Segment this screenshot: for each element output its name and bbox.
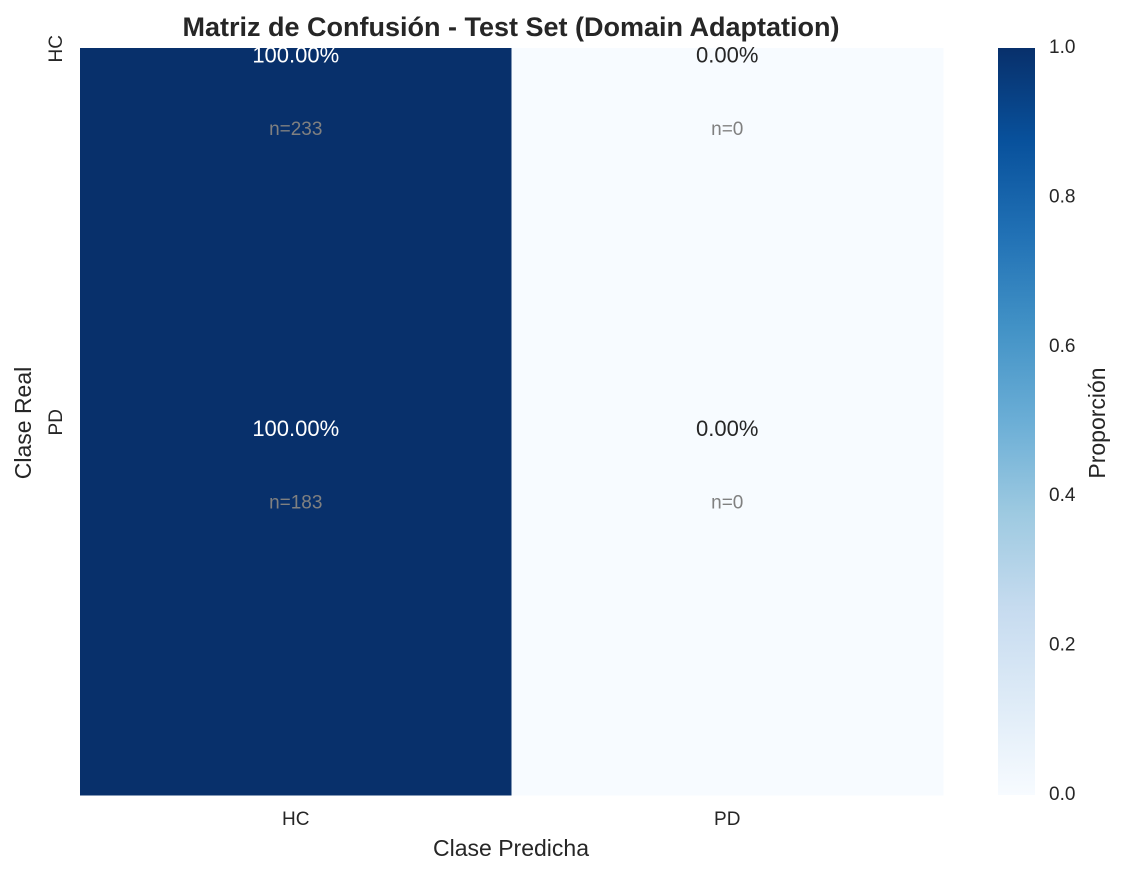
cell-percentage-label: 0.00% <box>696 43 758 68</box>
cell-count-label: n=0 <box>711 492 743 513</box>
x-tick-label: HC <box>282 809 309 830</box>
colorbar-tick-label: 1.0 <box>1049 37 1075 58</box>
axis-ticks: HC PD HC PD <box>46 35 740 830</box>
cell-count-label: n=0 <box>711 119 743 140</box>
cell-count-label: n=233 <box>269 119 322 140</box>
heatmap-annotations: 100.00% n=233 0.00% n=0 100.00% n=183 0.00% n=0 <box>252 43 758 514</box>
colorbar-tick-label: 0.8 <box>1049 186 1075 207</box>
heatmap-cell-pd-pd <box>511 421 944 796</box>
y-axis-label: Clase Real <box>10 367 36 480</box>
colorbar-tick-label: 0.4 <box>1049 485 1076 506</box>
heatmap-cell-pd-hc <box>80 421 512 796</box>
colorbar-label: Proporción <box>1084 367 1110 478</box>
cell-count-label: n=183 <box>269 492 322 513</box>
colorbar-tick-label: 0.0 <box>1049 784 1075 805</box>
heatmap-cells <box>80 48 944 796</box>
x-axis-label: Clase Predicha <box>433 835 589 861</box>
colorbar-tick-label: 0.2 <box>1049 635 1075 656</box>
y-tick-label: HC <box>46 35 67 62</box>
y-tick-label: PD <box>46 409 67 435</box>
chart-title: Matriz de Confusión - Test Set (Domain A… <box>183 12 840 42</box>
heatmap-cell-hc-pd <box>511 48 944 422</box>
colorbar-ticks: 0.0 0.2 0.4 0.6 0.8 1.0 <box>1049 37 1076 805</box>
x-tick-label: PD <box>714 809 740 830</box>
colorbar-tick-label: 0.6 <box>1049 336 1075 357</box>
heatmap-cell-hc-hc <box>80 48 512 422</box>
cell-percentage-label: 0.00% <box>696 416 758 441</box>
colorbar <box>998 48 1035 795</box>
cell-percentage-label: 100.00% <box>252 416 339 441</box>
cell-percentage-label: 100.00% <box>252 43 339 68</box>
